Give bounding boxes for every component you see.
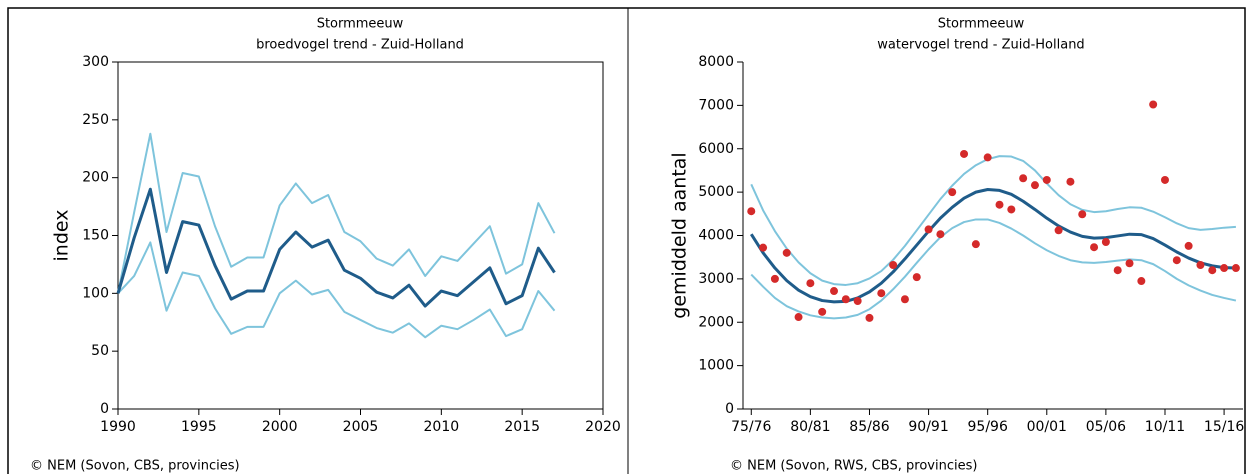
x-tick-label: 2005	[343, 419, 379, 435]
trend-line	[750, 218, 1237, 320]
x-tick-label: 75/76	[731, 419, 771, 435]
x-tick-label: 2010	[424, 419, 460, 435]
data-point	[995, 200, 1004, 209]
data-point	[1125, 259, 1134, 268]
y-axis-label: index	[51, 210, 73, 262]
data-point	[1137, 277, 1146, 286]
trend-line	[117, 241, 556, 339]
data-point	[936, 230, 945, 239]
y-tick-label: 200	[82, 170, 109, 186]
data-point	[900, 295, 909, 304]
data-point	[1007, 205, 1016, 214]
data-point	[1220, 264, 1229, 273]
x-tick-label: 1995	[181, 419, 217, 435]
y-tick-label: 4000	[698, 228, 734, 244]
data-point	[971, 240, 980, 249]
x-tick-label: 85/86	[849, 419, 889, 435]
data-point	[1042, 175, 1051, 184]
y-tick-label: 3000	[698, 271, 734, 287]
data-point	[1030, 181, 1039, 190]
data-point	[1231, 264, 1240, 273]
data-point	[948, 188, 957, 197]
y-tick-label: 5000	[698, 184, 734, 200]
x-tick-label: 00/01	[1027, 419, 1067, 435]
y-tick-label: 150	[82, 228, 109, 244]
data-point	[794, 313, 803, 322]
data-point	[1172, 256, 1181, 265]
data-point	[1090, 243, 1099, 252]
y-tick-label: 300	[82, 54, 109, 70]
y-tick-label: 1000	[698, 358, 734, 374]
y-tick-label: 50	[91, 343, 109, 359]
data-point	[983, 153, 992, 162]
frame	[7, 7, 1246, 474]
data-point	[1113, 266, 1122, 275]
source-note: © NEM (Sovon, CBS, provincies)	[30, 459, 240, 474]
data-point	[853, 296, 862, 305]
y-tick-label: 0	[725, 401, 734, 417]
data-point	[1066, 177, 1075, 186]
y-axis-label: gemiddeld aantal	[669, 152, 691, 318]
data-point	[889, 260, 898, 269]
data-point	[830, 287, 839, 296]
chart-subtitle: watervogel trend - Zuid-Holland	[877, 38, 1084, 53]
data-point	[912, 273, 921, 282]
data-point	[1208, 266, 1217, 275]
data-point	[1054, 226, 1063, 235]
y-tick-label: 6000	[698, 141, 734, 157]
y-tick-label: 8000	[698, 54, 734, 70]
data-point	[1196, 260, 1205, 269]
trend-line	[750, 188, 1236, 304]
data-point	[1160, 175, 1169, 184]
x-tick-label: 05/06	[1086, 419, 1126, 435]
data-point	[924, 225, 933, 234]
x-tick-label: 90/91	[908, 419, 948, 435]
source-note: © NEM (Sovon, RWS, CBS, provincies)	[730, 459, 977, 474]
trend-line	[116, 187, 556, 308]
y-tick-label: 250	[82, 112, 109, 128]
data-point	[960, 149, 969, 158]
trend-line	[750, 155, 1236, 286]
data-point	[818, 307, 827, 316]
x-tick-label: 2020	[585, 419, 621, 435]
data-point	[1078, 210, 1087, 219]
data-point	[806, 279, 815, 288]
x-tick-label: 1990	[100, 419, 136, 435]
x-tick-label: 10/11	[1145, 419, 1185, 435]
chart-subtitle: broedvogel trend - Zuid-Holland	[256, 38, 464, 53]
data-point	[747, 207, 756, 216]
x-tick-label: 2015	[504, 419, 540, 435]
x-tick-label: 15/16	[1204, 419, 1244, 435]
y-tick-label: 0	[100, 401, 109, 417]
data-point	[1101, 238, 1110, 247]
y-tick-label: 100	[82, 285, 109, 301]
data-point	[1184, 241, 1193, 250]
x-tick-label: 80/81	[790, 419, 830, 435]
chart-title: Stormmeeuw	[938, 17, 1025, 32]
data-point	[782, 248, 791, 257]
data-point	[841, 295, 850, 304]
chart-title: Stormmeeuw	[317, 17, 404, 32]
y-tick-label: 2000	[698, 314, 734, 330]
y-tick-label: 7000	[698, 97, 734, 113]
x-tick-label: 95/96	[968, 419, 1008, 435]
data-point	[770, 274, 779, 283]
trend-line	[117, 132, 556, 294]
x-tick-label: 2000	[262, 419, 298, 435]
data-point	[877, 289, 886, 298]
data-point	[865, 313, 874, 322]
data-point	[1019, 174, 1028, 183]
data-point	[1149, 100, 1158, 109]
data-point	[759, 243, 768, 252]
